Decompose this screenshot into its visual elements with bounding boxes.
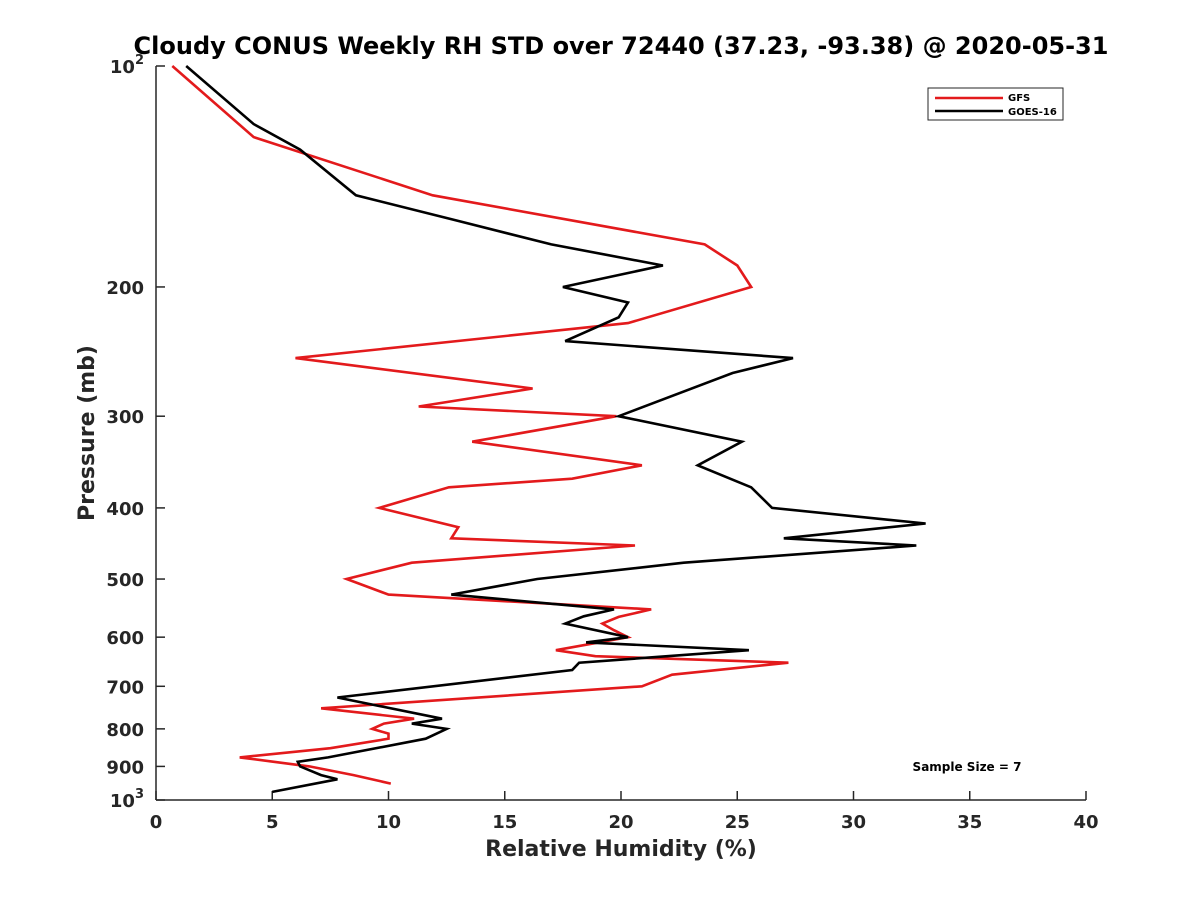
legend-label-gfs: GFS — [1008, 93, 1030, 104]
legend-label-goes16: GOES-16 — [1008, 107, 1057, 118]
x-tick-label: 10 — [376, 812, 401, 833]
y-tick-label: 900 — [106, 757, 144, 778]
y-tick-label: 103 — [110, 787, 144, 812]
x-tick-label: 30 — [841, 812, 866, 833]
x-tick-label: 25 — [725, 812, 750, 833]
x-tick-label: 35 — [957, 812, 982, 833]
x-tick-label: 5 — [266, 812, 279, 833]
y-axis-label: Pressure (mb) — [75, 345, 100, 521]
x-axis-ticks: 0 5 10 15 20 25 30 35 40 — [150, 791, 1099, 833]
x-tick-label: 20 — [608, 812, 633, 833]
y-tick-label: 800 — [106, 720, 144, 741]
y-tick-label: 400 — [106, 499, 144, 520]
legend-box — [927, 87, 1064, 121]
y-tick-label: 300 — [106, 407, 144, 428]
y-tick-label: 600 — [106, 628, 144, 649]
x-tick-label: 0 — [150, 812, 163, 833]
x-axis-label: Relative Humidity (%) — [485, 837, 757, 862]
legend: GFS GOES-16 — [927, 87, 1064, 121]
y-tick-label: 700 — [106, 677, 144, 698]
y-tick-label: 200 — [106, 278, 144, 299]
series-layer — [171, 65, 926, 794]
series-line-goes16 — [185, 65, 926, 794]
x-tick-label: 40 — [1073, 812, 1098, 833]
series-line-gfs — [171, 65, 789, 785]
sample-size-annotation: Sample Size = 7 — [913, 760, 1022, 774]
chart-title: Cloudy CONUS Weekly RH STD over 72440 (3… — [134, 32, 1109, 60]
y-axis-ticks: 102 200 300 400 500 600 700 800 900 103 — [106, 53, 165, 812]
x-tick-label: 15 — [492, 812, 517, 833]
y-tick-label: 102 — [110, 53, 144, 78]
y-tick-label: 500 — [106, 570, 144, 591]
